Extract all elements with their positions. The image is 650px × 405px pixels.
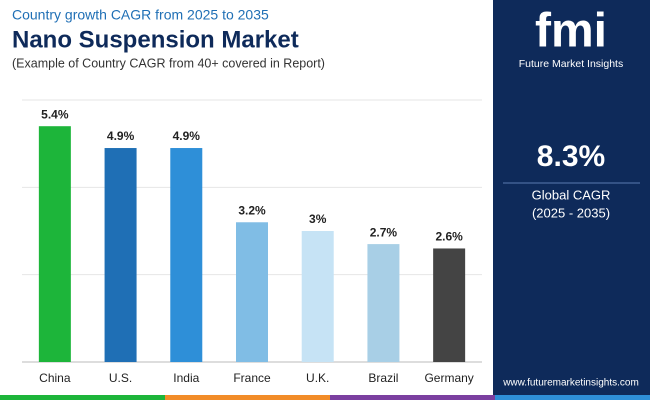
- x-tick-label: China: [39, 371, 71, 385]
- chart-subtitle: (Example of Country CAGR from 40+ covere…: [12, 56, 325, 70]
- footer-strip: [495, 395, 650, 400]
- bar: [170, 148, 203, 362]
- footer-strip: [165, 395, 330, 400]
- cagr-label: Global CAGR: [532, 187, 611, 202]
- value-label: 2.6%: [435, 230, 463, 244]
- x-tick-label: U.S.: [109, 371, 132, 385]
- website: www.futuremarketinsights.com: [502, 378, 639, 389]
- x-tick-label: India: [173, 371, 199, 385]
- x-tick-label: Brazil: [368, 371, 398, 385]
- bar: [236, 222, 268, 362]
- bar: [301, 231, 334, 362]
- cagr-period: (2025 - 2035): [532, 205, 610, 220]
- kicker: Country growth CAGR from 2025 to 2035: [12, 7, 269, 23]
- bar: [104, 148, 137, 362]
- footer-strip: [330, 395, 495, 400]
- bar: [38, 126, 71, 362]
- global-cagr: 8.3%: [537, 140, 605, 173]
- value-label: 5.4%: [41, 107, 69, 121]
- chart-title: Nano Suspension Market: [12, 26, 299, 53]
- brand-tagline: Future Market Insights: [519, 58, 623, 70]
- value-label: 4.9%: [107, 129, 135, 143]
- bar: [367, 244, 400, 362]
- value-label: 2.7%: [370, 225, 398, 239]
- value-label: 3%: [309, 212, 327, 226]
- brand-logo: fmi: [535, 5, 607, 58]
- x-tick-label: France: [233, 371, 271, 385]
- value-label: 4.9%: [173, 129, 201, 143]
- side-panel: [493, 0, 650, 400]
- value-label: 3.2%: [238, 203, 266, 217]
- x-tick-label: U.K.: [306, 371, 329, 385]
- footer-strip: [0, 395, 165, 400]
- x-tick-label: Germany: [424, 371, 473, 385]
- bar: [433, 248, 466, 362]
